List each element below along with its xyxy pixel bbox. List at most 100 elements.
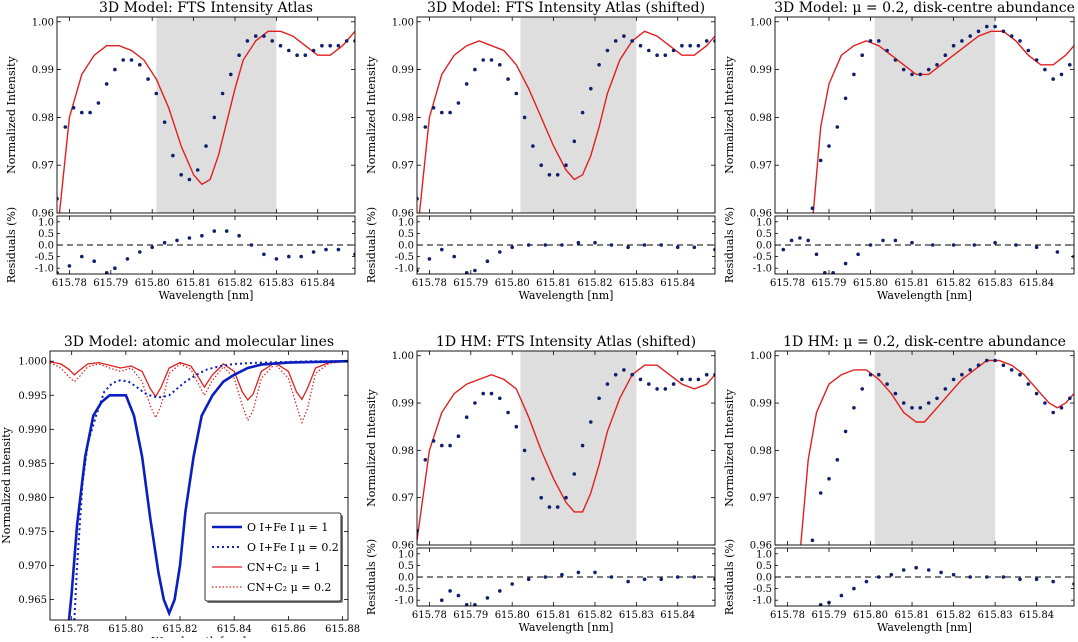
observed-point: [926, 401, 931, 405]
residual-point: [1034, 577, 1039, 582]
residual-axis-label: Residuals (%): [5, 207, 18, 283]
y-tick-label: 0.99: [32, 65, 54, 76]
y-tick-label: 0.97: [750, 493, 772, 504]
observed-point: [918, 406, 923, 410]
y-tick-label: 0.980: [18, 493, 47, 504]
observed-point: [951, 377, 956, 382]
model-curve: [812, 30, 1074, 213]
observed-point: [473, 401, 477, 405]
fit-window-shade: [520, 17, 637, 213]
residual-point: [473, 603, 477, 606]
observed-point: [960, 39, 964, 43]
observed-point: [852, 72, 856, 77]
observed-point: [287, 48, 291, 53]
residual-point: [843, 261, 848, 266]
observed-point: [336, 43, 341, 48]
observed-point: [901, 401, 906, 405]
observed-point: [564, 163, 568, 167]
observed-point: [680, 43, 684, 48]
observed-point: [597, 396, 601, 401]
residual-y-tick-label: 1.0: [398, 549, 414, 560]
y-tick-label: 1.00: [392, 351, 414, 362]
observed-point: [464, 82, 469, 86]
x-tick-label: 615.83: [978, 278, 1013, 289]
observed-point: [531, 477, 535, 481]
observed-point: [464, 415, 469, 420]
observed-point: [146, 77, 150, 81]
model-curve: [417, 364, 715, 541]
x-tick-label: 615.81: [895, 278, 930, 289]
series-line-1: [67, 359, 348, 620]
legend: O I+Fe I μ = 1 O I+Fe I μ = 0.2 CN+C₂ μ = …: [204, 512, 343, 603]
y-tick-label: 0.990: [18, 425, 47, 436]
observed-point: [843, 96, 848, 101]
observed-point: [951, 43, 956, 48]
observed-point: [489, 58, 494, 62]
observed-point: [572, 139, 577, 144]
x-tick-label: 615.82: [936, 610, 971, 621]
residual-point: [473, 268, 477, 273]
observed-point: [564, 495, 568, 500]
residual-point: [237, 233, 241, 238]
x-tick-label: 615.80: [853, 278, 888, 289]
observed-point: [696, 43, 701, 48]
y-axis-label: Normalized Intensity: [723, 388, 736, 506]
residual-point: [1018, 577, 1022, 582]
residual-point: [138, 250, 142, 254]
residual-point: [985, 575, 989, 579]
fit-window-shade: [874, 351, 996, 545]
observed-point: [968, 368, 972, 372]
residual-point: [187, 236, 192, 240]
observed-point: [613, 372, 618, 377]
observed-point: [647, 48, 651, 53]
y-tick-label: 1.000: [18, 357, 47, 368]
series-line-2: [73, 360, 348, 620]
x-tick-label: 615.78: [770, 610, 805, 621]
y-axis-label: Normalized intensity: [0, 426, 13, 544]
residual-point: [485, 259, 490, 264]
observed-point: [1043, 67, 1047, 72]
panel-4: 0.965 0.970 0.975 0.980 0.985 0.990 0.995 1.000…: [0, 334, 360, 642]
residual-axis-label: Residuals (%): [723, 539, 736, 615]
x-tick-label: 615.79: [811, 278, 846, 289]
observed-point: [1001, 363, 1006, 368]
observed-point: [1026, 48, 1031, 53]
residual-point: [901, 568, 906, 572]
y-tick-label: 1.00: [750, 351, 772, 362]
residual-point: [440, 598, 444, 602]
x-tick-label: 615.81: [176, 278, 211, 289]
observed-point: [262, 34, 266, 38]
x-axis-label: Wavelength [nm]: [877, 289, 972, 302]
x-tick-label: 615.81: [536, 610, 571, 621]
residual-y-tick-label: -1.0: [35, 264, 54, 275]
observed-point: [456, 434, 461, 439]
observed-point: [589, 420, 593, 424]
fit-window-shade: [874, 17, 996, 213]
observed-point: [514, 424, 519, 429]
observed-point: [976, 29, 981, 34]
series-group: [50, 359, 348, 620]
residual-point: [814, 252, 819, 257]
residual-point: [951, 572, 956, 577]
residual-point: [806, 238, 810, 243]
x-tick-label: 615.83: [619, 610, 654, 621]
observed-point: [688, 43, 692, 48]
fit-window-shade: [156, 17, 277, 213]
x-tick-label: 615.79: [93, 278, 128, 289]
observed-point: [1018, 39, 1022, 43]
y-tick-label: 0.98: [392, 113, 414, 124]
observed-point: [1009, 368, 1014, 372]
residual-point: [893, 238, 898, 243]
y-tick-label: 0.99: [392, 399, 414, 410]
residual-point: [464, 603, 469, 606]
x-tick-label: 615.80: [108, 624, 143, 635]
observed-point: [943, 387, 948, 391]
observed-point: [810, 206, 815, 210]
observed-point: [885, 382, 889, 386]
observed-point: [655, 53, 659, 57]
residual-point: [877, 575, 881, 579]
panel-title: 3D Model: FTS Intensity Atlas (shifted): [427, 0, 705, 16]
residual-point: [798, 236, 802, 240]
observed-point: [522, 115, 527, 120]
observed-point: [431, 439, 436, 443]
